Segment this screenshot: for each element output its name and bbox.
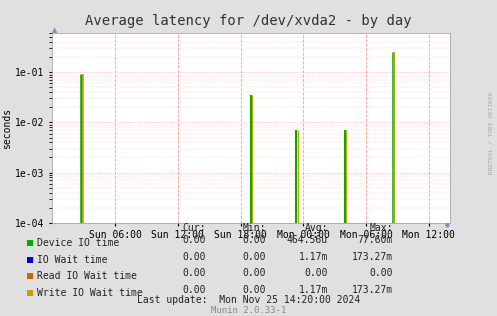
Text: ▲: ▲ — [52, 27, 58, 33]
Text: IO Wait time: IO Wait time — [37, 255, 108, 265]
Text: Average latency for /dev/xvda2 - by day: Average latency for /dev/xvda2 - by day — [85, 14, 412, 28]
Text: 173.27m: 173.27m — [351, 252, 393, 262]
Text: ●: ● — [445, 223, 450, 228]
Text: 0.00: 0.00 — [305, 268, 328, 278]
Text: 464.56u: 464.56u — [287, 235, 328, 245]
Text: 0.00: 0.00 — [243, 252, 266, 262]
Text: RRDTOOL / TOBI OETIKER: RRDTOOL / TOBI OETIKER — [489, 91, 494, 174]
Text: 1.17m: 1.17m — [299, 252, 328, 262]
Text: Device IO time: Device IO time — [37, 238, 119, 248]
Text: ■: ■ — [27, 255, 34, 265]
Text: 0.00: 0.00 — [243, 285, 266, 295]
Text: 1.17m: 1.17m — [299, 285, 328, 295]
Text: ■: ■ — [27, 271, 34, 281]
Text: Munin 2.0.33-1: Munin 2.0.33-1 — [211, 307, 286, 315]
Text: 0.00: 0.00 — [183, 235, 206, 245]
Text: ■: ■ — [27, 288, 34, 298]
Text: Min:: Min: — [243, 223, 266, 233]
Text: Max:: Max: — [369, 223, 393, 233]
Text: Write IO Wait time: Write IO Wait time — [37, 288, 143, 298]
Text: 0.00: 0.00 — [369, 268, 393, 278]
Y-axis label: seconds: seconds — [2, 107, 12, 149]
Text: Cur:: Cur: — [183, 223, 206, 233]
Text: Read IO Wait time: Read IO Wait time — [37, 271, 137, 281]
Text: 77.60m: 77.60m — [357, 235, 393, 245]
Text: 0.00: 0.00 — [183, 285, 206, 295]
Text: Avg:: Avg: — [305, 223, 328, 233]
Text: 0.00: 0.00 — [243, 268, 266, 278]
Text: 0.00: 0.00 — [183, 252, 206, 262]
Text: 173.27m: 173.27m — [351, 285, 393, 295]
Text: Last update:  Mon Nov 25 14:20:00 2024: Last update: Mon Nov 25 14:20:00 2024 — [137, 295, 360, 305]
Text: 0.00: 0.00 — [243, 235, 266, 245]
Text: 0.00: 0.00 — [183, 268, 206, 278]
Text: ■: ■ — [27, 238, 34, 248]
